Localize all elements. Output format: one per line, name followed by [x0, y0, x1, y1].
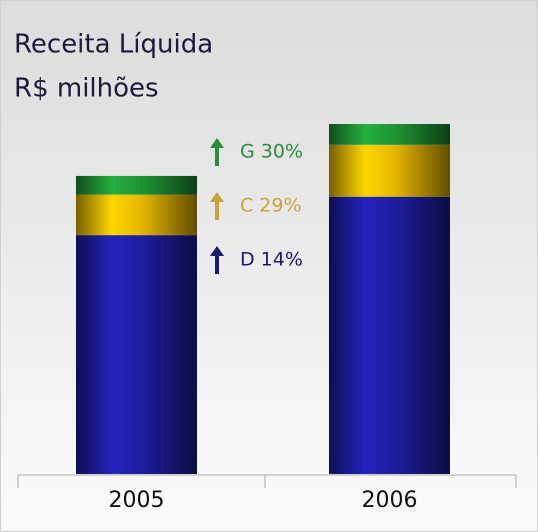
bar-segment [76, 235, 197, 474]
annotation: D 14% [240, 249, 303, 271]
x-tick-label: 2006 [362, 488, 418, 513]
bar-segment [329, 144, 450, 197]
bar-segment [76, 194, 197, 236]
chart-title: Receita Líquida [14, 30, 213, 60]
x-tick-label: 2005 [109, 488, 165, 513]
bar-segment [329, 124, 450, 145]
arrow [210, 138, 224, 166]
arrow [210, 246, 224, 274]
chart-subtitle: R$ milhões [14, 74, 159, 104]
bar-segment [329, 196, 450, 474]
bar-segment [76, 175, 197, 195]
arrow [210, 192, 224, 220]
annotation: C 29% [240, 195, 302, 217]
annotation: G 30% [240, 141, 303, 163]
